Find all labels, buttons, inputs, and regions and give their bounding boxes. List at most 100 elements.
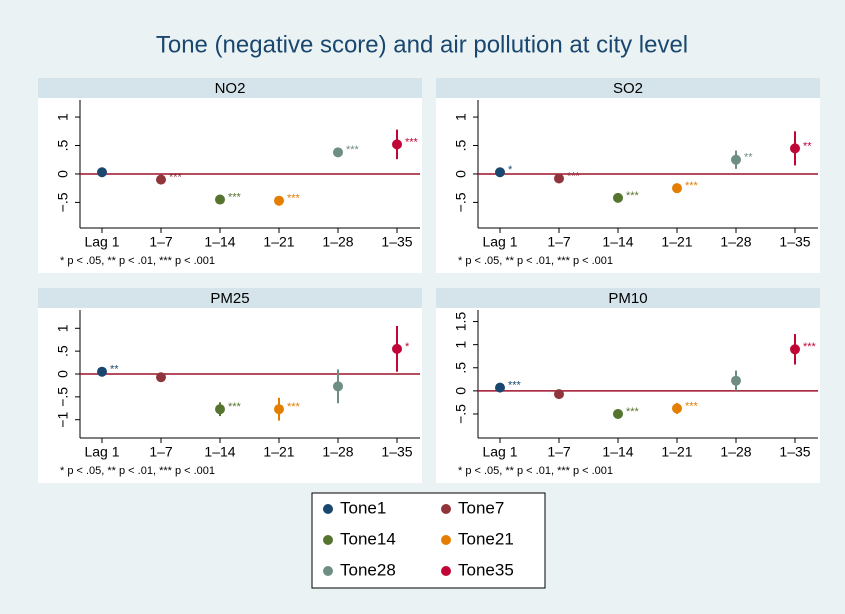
legend-box xyxy=(311,492,546,589)
point xyxy=(731,375,741,386)
x-tick-label: Lag 1 xyxy=(84,234,119,250)
y-tick-label: 0 xyxy=(453,170,469,178)
point xyxy=(790,344,800,355)
panel-header xyxy=(436,78,820,98)
point xyxy=(672,403,682,414)
y-tick-label: .5 xyxy=(453,139,469,151)
y-tick-label: −.5 xyxy=(453,192,469,212)
x-tick-label: 1–21 xyxy=(263,444,294,460)
point xyxy=(392,343,402,354)
significance-label: *** xyxy=(228,191,242,203)
legend-marker xyxy=(441,535,451,545)
x-tick-label: 1–28 xyxy=(322,234,353,250)
x-tick-label: 1–35 xyxy=(779,234,810,250)
y-tick-label: 1 xyxy=(453,341,469,349)
point xyxy=(554,389,564,400)
point xyxy=(156,174,166,185)
y-tick-label: 0 xyxy=(55,370,71,378)
point xyxy=(215,404,225,415)
x-tick-label: 1–21 xyxy=(263,234,294,250)
y-tick-label: 1 xyxy=(55,324,71,332)
y-tick-label: 1 xyxy=(55,113,71,121)
significance-label: *** xyxy=(626,190,640,202)
point xyxy=(215,194,225,205)
x-tick-label: 1–28 xyxy=(720,234,751,250)
legend-marker xyxy=(441,566,451,576)
y-tick-label: .5 xyxy=(453,362,469,374)
y-tick-label: 0 xyxy=(453,387,469,395)
y-tick-label: 1 xyxy=(453,113,469,121)
panel-bg xyxy=(38,288,422,483)
y-tick-label: −.5 xyxy=(55,387,71,407)
significance-label: *** xyxy=(287,401,301,413)
point xyxy=(790,143,800,154)
legend-label: Tone35 xyxy=(458,560,514,579)
significance-label: *** xyxy=(346,144,360,156)
legend-label: Tone14 xyxy=(340,529,396,548)
panel-title: NO2 xyxy=(215,80,246,97)
note: * p < .05, ** p < .01, *** p < .001 xyxy=(60,255,215,267)
y-tick-label: −1 xyxy=(55,412,71,428)
point xyxy=(554,173,564,184)
significance-label: *** xyxy=(626,406,640,418)
x-tick-label: 1–35 xyxy=(381,444,412,460)
x-tick-label: Lag 1 xyxy=(482,444,517,460)
x-tick-label: 1–14 xyxy=(204,234,235,250)
significance-label: *** xyxy=(567,170,581,182)
point xyxy=(274,195,284,206)
point xyxy=(97,167,107,178)
panel-title: PM25 xyxy=(210,290,249,307)
legend-marker xyxy=(441,504,451,514)
x-tick-label: 1–35 xyxy=(381,234,412,250)
x-tick-label: 1–7 xyxy=(149,234,173,250)
legend-label: Tone21 xyxy=(458,529,514,548)
note: * p < .05, ** p < .01, *** p < .001 xyxy=(458,255,613,267)
panel-header xyxy=(38,78,422,98)
significance-label: ** xyxy=(110,364,119,376)
legend-marker xyxy=(323,566,333,576)
significance-label: *** xyxy=(685,400,699,412)
x-tick-label: Lag 1 xyxy=(84,444,119,460)
point xyxy=(731,154,741,165)
significance-label: *** xyxy=(405,136,419,148)
point xyxy=(333,381,343,392)
significance-label: *** xyxy=(287,193,301,205)
legend-label: Tone1 xyxy=(340,498,386,517)
significance-label: *** xyxy=(228,401,242,413)
point xyxy=(613,408,623,419)
legend-label: Tone28 xyxy=(340,560,396,579)
point xyxy=(392,139,402,150)
x-tick-label: 1–35 xyxy=(779,444,810,460)
legend-marker xyxy=(323,504,333,514)
point xyxy=(495,167,505,178)
x-tick-label: 1–28 xyxy=(322,444,353,460)
panel-header xyxy=(38,288,422,308)
point xyxy=(156,372,166,383)
point xyxy=(672,183,682,194)
significance-label: *** xyxy=(508,380,522,392)
significance-label: *** xyxy=(169,172,183,184)
x-tick-label: 1–21 xyxy=(661,444,692,460)
x-tick-label: 1–21 xyxy=(661,234,692,250)
x-tick-label: 1–7 xyxy=(547,444,571,460)
y-tick-label: −.5 xyxy=(453,404,469,424)
x-tick-label: 1–14 xyxy=(204,444,235,460)
legend-marker xyxy=(323,535,333,545)
panel-header xyxy=(436,288,820,308)
y-tick-label: .5 xyxy=(55,139,71,151)
significance-label: *** xyxy=(803,341,817,353)
x-tick-label: 1–7 xyxy=(547,234,571,250)
y-tick-label: .5 xyxy=(55,345,71,357)
x-tick-label: 1–28 xyxy=(720,444,751,460)
x-tick-label: 1–14 xyxy=(602,234,633,250)
significance-label: * xyxy=(508,164,513,176)
point xyxy=(97,366,107,377)
y-tick-label: 0 xyxy=(55,170,71,178)
y-tick-label: 1.5 xyxy=(453,312,469,332)
note: * p < .05, ** p < .01, *** p < .001 xyxy=(60,465,215,477)
x-tick-label: 1–14 xyxy=(602,444,633,460)
significance-label: ** xyxy=(744,152,753,164)
significance-label: ** xyxy=(803,140,812,152)
point xyxy=(613,192,623,203)
